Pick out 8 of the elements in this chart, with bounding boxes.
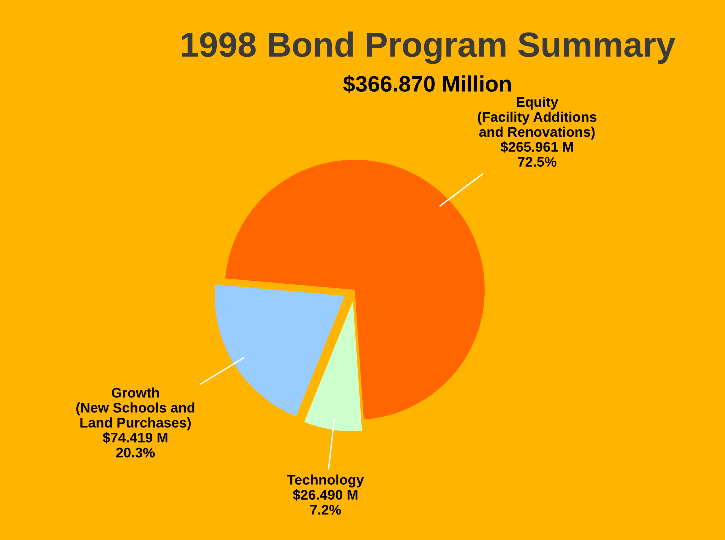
- chart-subtitle: $366.870 Million: [343, 75, 511, 94]
- data-label: $265.961 M 72.5%: [500, 142, 574, 167]
- slice-label: Equity (Facility Additions and Renovations): [478, 96, 597, 140]
- chart-title: 1998 Bond Program Summary: [182, 32, 676, 64]
- slice-label: Growth (New Schools and Land Purchases): [76, 388, 195, 431]
- data-label: $74.419 M 20.3%: [103, 432, 168, 458]
- data-label: $26.490 M 7.2%: [293, 490, 358, 515]
- slice-label: Technology: [287, 474, 364, 488]
